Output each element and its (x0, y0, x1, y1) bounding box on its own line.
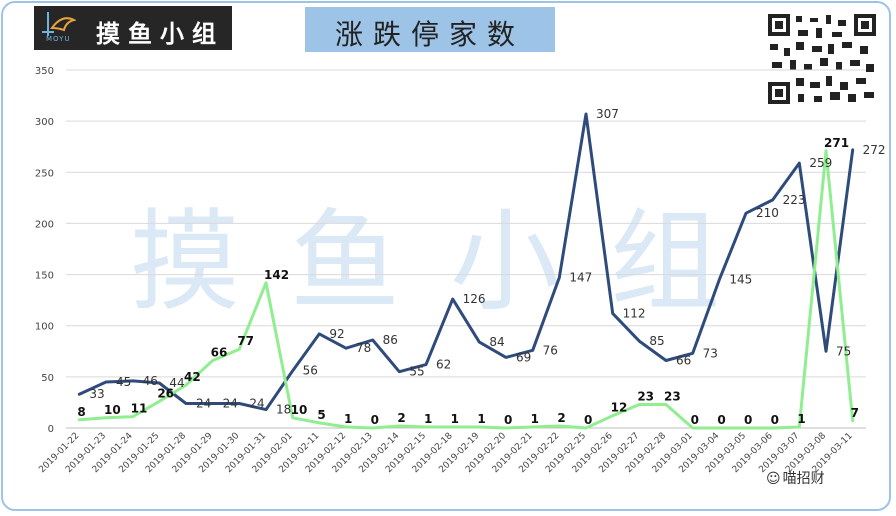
y-tick-label: 0 (48, 424, 54, 435)
data-label: 55 (409, 365, 424, 379)
data-label: 1 (797, 412, 805, 426)
fish-logo-icon (42, 12, 76, 36)
data-label: 75 (836, 344, 851, 358)
data-label: 76 (543, 343, 558, 357)
data-label: 45 (116, 375, 131, 389)
data-label: 85 (649, 334, 664, 348)
watermark-text: 摸鱼小组 (130, 198, 770, 326)
data-label: 142 (264, 268, 289, 282)
data-label: 24 (249, 396, 264, 410)
data-label: 147 (569, 271, 592, 285)
data-label: 24 (196, 396, 211, 410)
data-label: 78 (356, 341, 371, 355)
data-label: 23 (637, 389, 654, 403)
data-label: 1 (531, 412, 539, 426)
data-label: 272 (863, 143, 886, 157)
data-label: 0 (691, 413, 699, 427)
brand-logo: MOYU 摸鱼小组 (34, 6, 232, 50)
data-label: 18 (276, 403, 291, 417)
data-label: 66 (676, 353, 691, 367)
data-label: 42 (184, 370, 201, 384)
data-label: 7 (851, 406, 859, 420)
logo-text: 摸鱼小组 (96, 20, 224, 48)
data-label: 11 (131, 402, 148, 416)
y-tick-label: 300 (35, 117, 54, 128)
data-label: 126 (463, 292, 486, 306)
data-label: 66 (211, 345, 228, 359)
data-label: 10 (291, 403, 308, 417)
source-watermark: ☺ 喵招财 (766, 468, 825, 488)
data-label: 84 (489, 335, 504, 349)
data-label: 1 (344, 412, 352, 426)
data-label: 0 (584, 413, 592, 427)
data-label: 259 (809, 156, 832, 170)
qr-code (766, 12, 878, 106)
data-label: 5 (317, 408, 325, 422)
data-label: 92 (329, 327, 344, 341)
data-label: 73 (703, 346, 718, 360)
data-label: 1 (477, 412, 485, 426)
data-label: 0 (744, 413, 752, 427)
data-label: 33 (89, 387, 104, 401)
series-2-line (77, 149, 855, 430)
data-label: 210 (756, 206, 779, 220)
wechat-icon: ☺ (766, 471, 781, 487)
data-label: 86 (383, 333, 398, 347)
chart-title: 涨跌停家数 (334, 18, 525, 51)
data-label: 307 (596, 107, 619, 121)
series-1-line (77, 112, 855, 412)
data-label: 271 (824, 136, 849, 150)
data-label: 10 (104, 403, 121, 417)
y-tick-label: 350 (35, 66, 54, 77)
y-tick-label: 250 (35, 168, 54, 179)
data-label: 62 (436, 358, 451, 372)
data-label: 112 (623, 306, 646, 320)
data-label: 44 (169, 376, 184, 390)
data-label: 1 (451, 412, 459, 426)
data-label: 56 (303, 364, 318, 378)
logo-sub: MOYU (46, 35, 71, 43)
data-label: 12 (611, 401, 628, 415)
data-label: 223 (783, 193, 806, 207)
data-label: 2 (397, 411, 405, 425)
data-label: 1 (424, 412, 432, 426)
title-banner: 涨跌停家数 (305, 7, 555, 52)
data-label: 0 (771, 413, 779, 427)
y-tick-label: 150 (35, 271, 54, 282)
data-label: 8 (77, 405, 85, 419)
data-label: 24 (223, 396, 238, 410)
data-label: 23 (664, 389, 681, 403)
data-label: 46 (143, 374, 158, 388)
y-tick-label: 100 (35, 322, 54, 333)
data-label: 69 (516, 350, 531, 364)
data-label: 145 (729, 273, 752, 287)
data-label: 0 (717, 413, 725, 427)
data-label: 0 (504, 413, 512, 427)
data-label: 77 (237, 334, 254, 348)
data-label: 26 (157, 386, 174, 400)
data-label: 0 (371, 413, 379, 427)
source-text: 喵招财 (782, 471, 825, 487)
y-tick-label: 50 (41, 373, 54, 384)
data-label: 2 (557, 411, 565, 425)
y-tick-label: 200 (35, 219, 54, 230)
